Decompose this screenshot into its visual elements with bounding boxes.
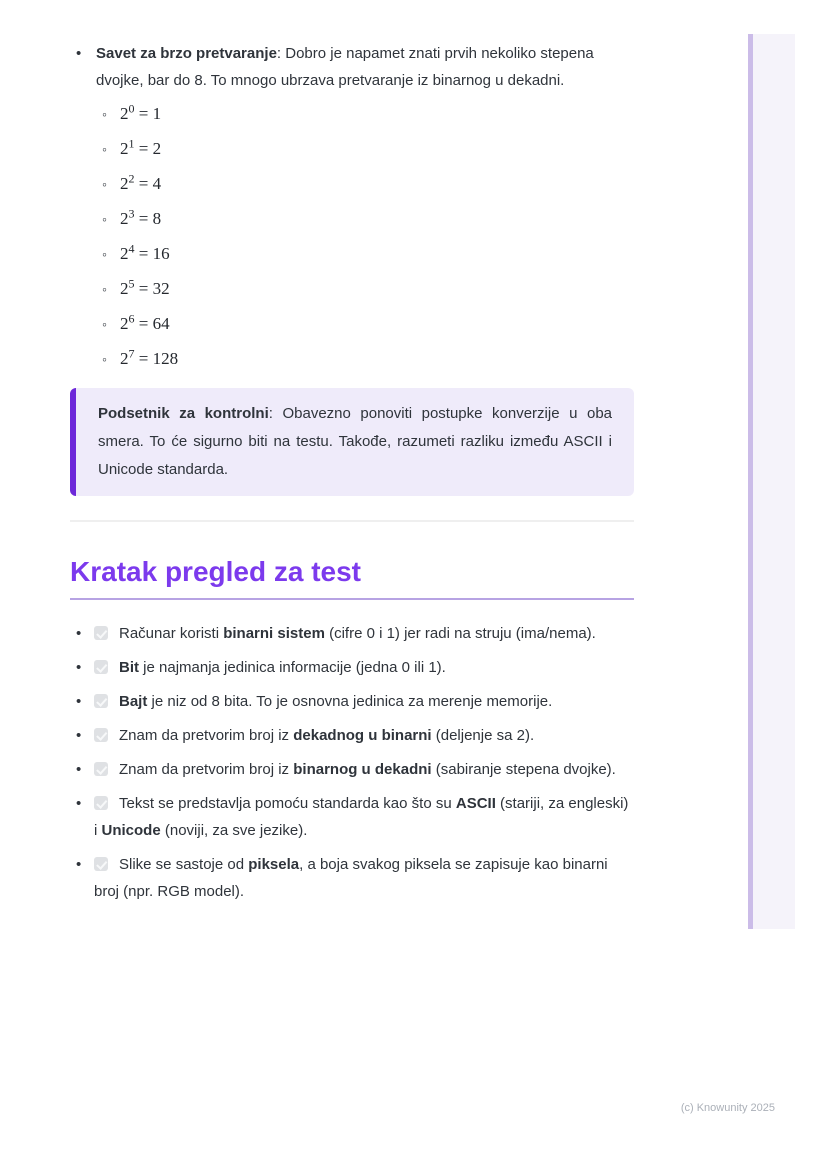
callout-text: : Obavezno ponoviti postupke konverzije … <box>98 405 612 478</box>
checkbox-icon[interactable] <box>94 857 108 871</box>
power-expression: 27 = 128 <box>120 346 179 368</box>
checklist-item: Znam da pretvorim broj iz dekadnog u bin… <box>70 722 634 749</box>
power-item: 21 = 2 <box>96 136 634 160</box>
power-item: 25 = 32 <box>96 276 634 300</box>
power-expression: 21 = 2 <box>120 136 162 158</box>
checklist-text-bold: binarnog u dekadni <box>293 761 432 778</box>
checklist-item: Bajt je niz od 8 bita. To je osnovna jed… <box>70 688 634 715</box>
checklist-item: Bit je najmanja jedinica informacije (je… <box>70 654 634 681</box>
checklist-text: je najmanja jedinica informacije (jedna … <box>139 659 446 676</box>
checklist-text: je niz od 8 bita. To je osnovna jedinica… <box>147 693 553 710</box>
section-divider <box>70 520 634 522</box>
tip-item: Savet za brzo pretvaranje: Dobro je napa… <box>70 40 634 370</box>
checkbox-icon[interactable] <box>94 762 108 776</box>
tip-text: : Dobro je napamet znati prvih nekoliko … <box>96 45 594 89</box>
power-item: 23 = 8 <box>96 206 634 230</box>
power-expression: 23 = 8 <box>120 206 162 228</box>
section-title: Kratak pregled za test <box>70 556 634 600</box>
checklist-text-bold: dekadnog u binarni <box>293 727 432 744</box>
checkbox-icon[interactable] <box>94 728 108 742</box>
power-item: 22 = 4 <box>96 171 634 195</box>
power-expression: 26 = 64 <box>120 311 170 333</box>
footer-copyright: (c) Knowunity 2025 <box>680 1102 775 1114</box>
checklist-text: (deljenje sa 2). <box>431 727 535 744</box>
checklist-text-bold: binarni sistem <box>223 625 325 642</box>
checklist-text: (sabiranje stepena dvojke). <box>431 761 616 778</box>
checkbox-icon[interactable] <box>94 626 108 640</box>
checklist-item: Računar koristi binarni sistem (cifre 0 … <box>70 620 634 647</box>
power-item: 24 = 16 <box>96 241 634 265</box>
reminder-callout: Podsetnik za kontrolni: Obavezno ponovit… <box>70 388 634 496</box>
tip-lead-bold: Savet za brzo pretvaranje <box>96 45 277 62</box>
document-content: Savet za brzo pretvaranje: Dobro je napa… <box>70 0 634 912</box>
checklist-text: Tekst se predstavlja pomoću standarda ka… <box>119 795 456 812</box>
checklist-text-bold: Unicode <box>101 822 161 839</box>
power-item: 26 = 64 <box>96 311 634 335</box>
checklist-item: Slike se sastoje od piksela, a boja svak… <box>70 851 634 905</box>
power-expression: 22 = 4 <box>120 171 162 193</box>
checkbox-icon[interactable] <box>94 796 108 810</box>
checklist-text: Računar koristi <box>119 625 224 642</box>
checklist-text: (stariji, za engleski) i <box>94 795 629 839</box>
checklist-text: Slike se sastoje od <box>119 856 249 873</box>
page-edge-decoration <box>748 34 795 929</box>
checklist-text-bold: piksela <box>248 856 300 873</box>
power-expression: 20 = 1 <box>120 101 162 123</box>
checklist-item: Znam da pretvorim broj iz binarnog u dek… <box>70 756 634 783</box>
checklist-item: Tekst se predstavlja pomoću standarda ka… <box>70 790 634 844</box>
checklist-text: Znam da pretvorim broj iz <box>119 727 294 744</box>
tip-list: Savet za brzo pretvaranje: Dobro je napa… <box>70 40 634 370</box>
checkbox-icon[interactable] <box>94 660 108 674</box>
callout-lead-bold: Podsetnik za kontrolni <box>98 405 269 422</box>
callout-paragraph: Podsetnik za kontrolni: Obavezno ponovit… <box>98 400 612 484</box>
checklist: Računar koristi binarni sistem (cifre 0 … <box>70 620 634 905</box>
power-item: 20 = 1 <box>96 101 634 125</box>
power-item: 27 = 128 <box>96 346 634 370</box>
checklist-text: (noviji, za sve jezike). <box>160 822 308 839</box>
checklist-text-bold: Bit <box>119 659 139 676</box>
checklist-text: Znam da pretvorim broj iz <box>119 761 294 778</box>
powers-of-two-list: 20 = 1 21 = 2 22 = 4 23 = 8 24 = 16 25 = 32 26… <box>96 101 634 370</box>
checklist-text-bold: ASCII <box>455 795 496 812</box>
checklist-text: (cifre 0 i 1) jer radi na struju (ima/ne… <box>324 625 596 642</box>
power-expression: 25 = 32 <box>120 276 170 298</box>
checklist-text-bold: Bajt <box>119 693 148 710</box>
checkbox-icon[interactable] <box>94 694 108 708</box>
checklist-text: , a boja svakog piksela se zapisuje kao … <box>94 856 608 900</box>
power-expression: 24 = 16 <box>120 241 170 263</box>
